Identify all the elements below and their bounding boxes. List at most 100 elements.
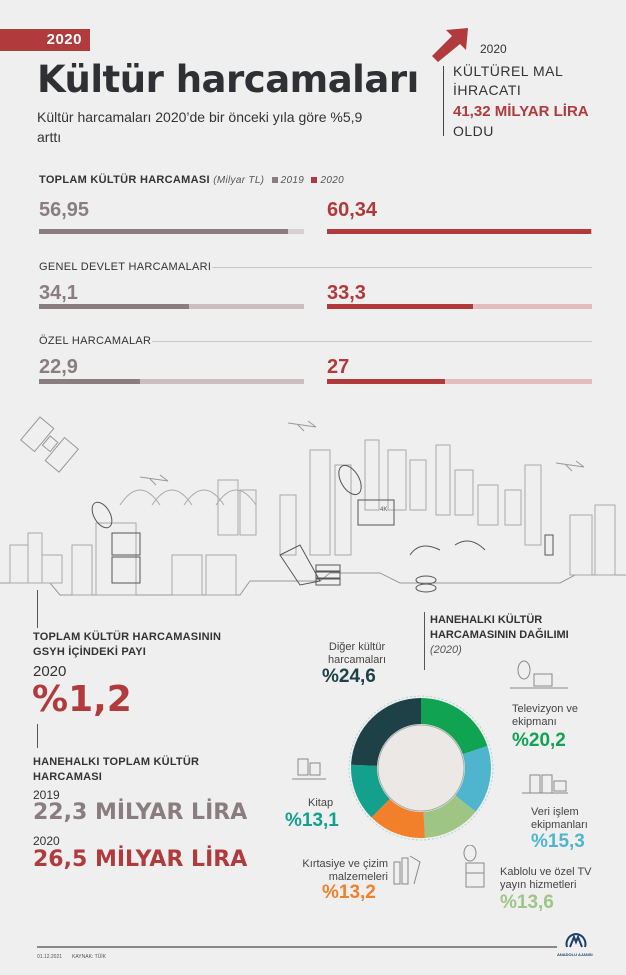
private-2020-value: 27 [327, 356, 350, 378]
anadolu-logo-icon [565, 933, 587, 948]
label-stationery: Kırtasiye ve çizim malzemeleri [286, 858, 388, 884]
label-tv: Televizyon ve ekipmanı [512, 703, 578, 729]
bar-track-2019 [39, 229, 304, 234]
distribution-title-line1: HANEHALKI KÜLTÜR [430, 614, 543, 626]
svg-text:4K: 4K [380, 507, 387, 513]
household-value-2019: 22,3 MİLYAR LİRA [33, 800, 248, 825]
city-skyline-illustration: 4K [0, 416, 626, 596]
plane-icon [555, 460, 585, 472]
legend-2019: 2019 [280, 175, 305, 186]
export-year: 2020 [480, 42, 507, 56]
server-computer-icon [522, 774, 568, 794]
plane-icon [287, 420, 317, 432]
gdp-share-title-line2: GSYH İÇİNDEKİ PAYI [33, 646, 147, 658]
export-label-line2: İHRACATI [453, 82, 522, 98]
distribution-title: HANEHALKI KÜLTÜR HARCAMASININ DAĞILIMI (… [430, 613, 569, 658]
legend-swatch-2020 [311, 176, 318, 183]
export-suffix: OLDU [453, 123, 494, 139]
private-2019-value: 22,9 [39, 356, 78, 378]
bar-state-2019 [39, 304, 189, 309]
bar-private-2019 [39, 379, 140, 384]
segment-book [351, 764, 390, 818]
gdp-share-title: TOPLAM KÜLTÜR HARCAMASININ GSYH İÇİNDEKİ… [33, 630, 221, 660]
distribution-year: (2020) [430, 644, 462, 656]
label-other: Diğer kültür harcamaları [322, 641, 392, 667]
export-value: 41,32 MİLYAR LİRA [453, 103, 589, 120]
divider [37, 724, 38, 748]
subtitle: Kültür harcamaları 2020’de bir önceki yı… [37, 109, 363, 145]
footer-source: KAYNAK: TÜİK [72, 954, 106, 960]
divider [37, 590, 38, 628]
export-label-line1: KÜLTÜREL MAL [453, 63, 564, 79]
spending-title-text: TOPLAM KÜLTÜR HARCAMASI [39, 174, 210, 186]
label-other-line2: harcamaları [327, 654, 387, 666]
divider [152, 341, 592, 342]
footer-date: 01.12.2021 [37, 954, 63, 960]
value-other: %24,6 [322, 666, 376, 687]
segment-stationery [371, 799, 425, 839]
row-label-state: GENEL DEVLET HARCAMALARI [39, 261, 212, 273]
divider [443, 66, 444, 136]
spending-title: TOPLAM KÜLTÜR HARCAMASI (Milyar TL) 2019… [39, 174, 344, 186]
bar-private-2020 [327, 379, 446, 384]
household-year-2020: 2020 [33, 834, 60, 848]
household-total-title-line1: HANEHALKI TOPLAM KÜLTÜR [33, 756, 200, 768]
label-data-processing-line1: Veri işlem [531, 806, 579, 818]
unit-label: (Milyar TL) [213, 175, 265, 186]
bar-track-2019 [39, 304, 304, 309]
donut-chart [348, 695, 494, 841]
state-2019-value: 34,1 [39, 282, 78, 304]
value-cable-tv: %13,6 [500, 892, 554, 913]
value-stationery: %13,2 [322, 882, 376, 903]
bar-total-2019 [39, 229, 289, 234]
legend-2020: 2020 [320, 175, 344, 186]
export-label: KÜLTÜREL MAL İHRACATI [453, 62, 563, 100]
label-tv-line2: ekipmanı [512, 716, 557, 728]
divider [424, 612, 425, 670]
segment-tv [421, 698, 488, 755]
stationery-icon [393, 855, 421, 885]
label-tv-line1: Televizyon ve [512, 703, 579, 715]
arrow-up-icon [432, 28, 468, 62]
total-2019-value: 56,95 [39, 199, 90, 221]
household-total-title: HANEHALKI TOPLAM KÜLTÜR HARCAMASI [33, 755, 199, 785]
divider [212, 267, 592, 268]
footer-divider [37, 946, 557, 948]
label-stationery-line1: Kırtasiye ve çizim [302, 858, 388, 870]
year-tag: 2020 [0, 29, 90, 51]
page-title: Kültür harcamaları [37, 58, 419, 101]
label-data-processing: Veri işlem ekipmanları [531, 806, 588, 832]
bar-state-2020 [327, 304, 474, 309]
label-cable-tv-line2: yayın hizmetleri [500, 879, 577, 891]
segment-other [351, 698, 421, 766]
bar-total-2020 [327, 229, 591, 234]
bar-track-2020 [327, 229, 592, 234]
satellite-icon [20, 416, 80, 473]
row-label-private: ÖZEL HARCAMALAR [39, 335, 152, 347]
label-stationery-line2: malzemeleri [328, 871, 388, 883]
state-2020-value: 33,3 [327, 282, 366, 304]
label-data-processing-line2: ekipmanları [531, 819, 588, 831]
value-data-processing: %15,3 [531, 831, 585, 852]
household-year-2019: 2019 [33, 788, 60, 802]
logo-text: ANADOLU AJANSI [557, 952, 593, 957]
bar-track-2020 [327, 379, 592, 384]
distribution-title-line2: HARCAMASININ DAĞILIMI [430, 629, 569, 641]
legend-swatch-2019 [271, 176, 278, 183]
tv-satellite-icon [510, 660, 568, 689]
book-stack-icon [292, 758, 326, 780]
plane-icon [139, 474, 169, 486]
label-other-line1: Diğer kültür [328, 641, 386, 653]
segment-cable-tv [423, 795, 476, 838]
bar-track-2020 [327, 304, 592, 309]
total-2020-value: 60,34 [327, 199, 378, 221]
household-total-title-line2: HARCAMASI [33, 771, 103, 783]
bar-track-2019 [39, 379, 304, 384]
value-book: %13,1 [285, 810, 339, 831]
segment-data-processing [455, 746, 491, 812]
label-cable-tv-line1: Kablolu ve özel TV [500, 866, 592, 878]
gdp-share-year: 2020 [33, 663, 67, 680]
gdp-share-title-line1: TOPLAM KÜLTÜR HARCAMASININ [33, 631, 222, 643]
label-book: Kitap [308, 797, 334, 809]
satellite-dish-tv-icon [463, 845, 485, 888]
